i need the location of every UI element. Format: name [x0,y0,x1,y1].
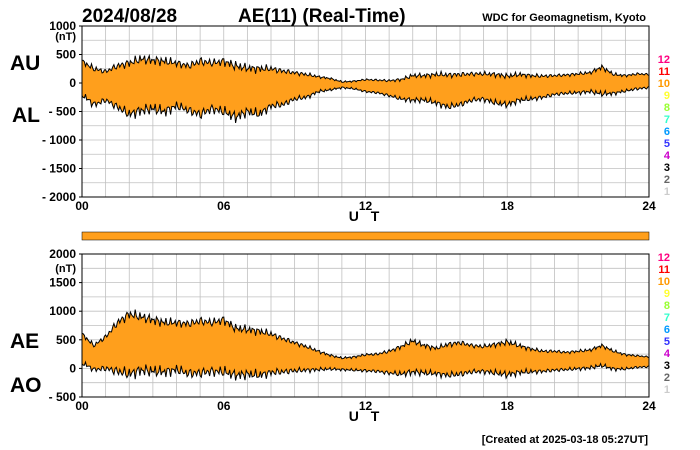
series-line-au [81,53,650,84]
y-tick-label: - 2000 [42,190,76,204]
x-tick-label: 18 [501,199,515,213]
x-tick-label: 00 [75,399,89,413]
ae-ao-unit-label: (nT) [55,263,76,275]
legend-number: 9 [664,288,670,300]
created-timestamp: [Created at 2025-03-18 05:27UT] [482,434,649,446]
legend-number: 11 [658,264,670,276]
legend-number: 11 [658,66,670,78]
legend-number: 8 [664,102,670,114]
legend-number: 8 [664,300,670,312]
y-tick-label: - 1500 [42,162,76,176]
legend-number: 9 [664,90,670,102]
legend-number: 4 [664,348,671,360]
x-tick-label: 06 [217,199,231,213]
legend-number: 7 [664,312,670,324]
legend-number: 1 [664,384,670,396]
legend-number: 6 [664,126,670,138]
legend-number: 4 [664,150,671,162]
legend-number: 1 [664,186,670,198]
legend-number: 3 [664,360,670,372]
al-side-label: AL [12,104,40,127]
y-tick-label: 0 [69,76,76,90]
legend-number: 3 [664,162,670,174]
y-tick-label: 500 [56,48,76,62]
chart-title: AE(11) (Real-Time) [238,6,406,27]
y-tick-label: - 500 [49,390,77,404]
x-tick-label: 06 [217,399,231,413]
x-tick-label: 12 [359,399,373,413]
x-tick-label: 00 [75,199,89,213]
legend-number: 7 [664,114,670,126]
legend-number: 2 [664,372,670,384]
y-tick-label: 500 [56,333,76,347]
legend-number: 12 [658,54,670,66]
legend-number: 5 [664,138,670,150]
legend-number: 2 [664,174,670,186]
x-tick-label: 24 [642,199,656,213]
y-tick-label: 1000 [49,19,76,33]
legend-number: 12 [658,252,670,264]
y-tick-label: 2000 [49,247,76,261]
legend-number: 6 [664,324,670,336]
x-tick-label: 18 [501,399,515,413]
y-tick-label: 0 [69,361,76,375]
au-al-unit-label: (nT) [55,31,76,43]
y-tick-label: - 1000 [42,133,76,147]
ao-side-label: AO [10,374,42,397]
x-tick-label: 12 [359,199,373,213]
legend-number: 5 [664,336,670,348]
x-tick-label: 24 [642,399,656,413]
series-line-ao [81,360,650,381]
date-title: 2024/08/28 [82,6,177,27]
series-line-ae [81,309,650,360]
au-al-x-axis-label: U T [349,208,384,224]
y-tick-label: - 500 [49,105,77,119]
ae-ao-x-axis-label: U T [349,408,384,424]
legend-number: 10 [658,276,670,288]
plot-frame [81,253,650,398]
ae-side-label: AE [10,330,39,353]
legend-number: 10 [658,78,670,90]
source-label: WDC for Geomagnetism, Kyoto [482,12,646,24]
au-side-label: AU [10,52,40,75]
series-line-al [81,86,650,123]
y-tick-label: 1000 [49,304,76,318]
band-fill [82,55,649,123]
orange-separator-bar [81,231,650,241]
y-tick-label: 1500 [49,276,76,290]
band-fill [82,309,649,381]
